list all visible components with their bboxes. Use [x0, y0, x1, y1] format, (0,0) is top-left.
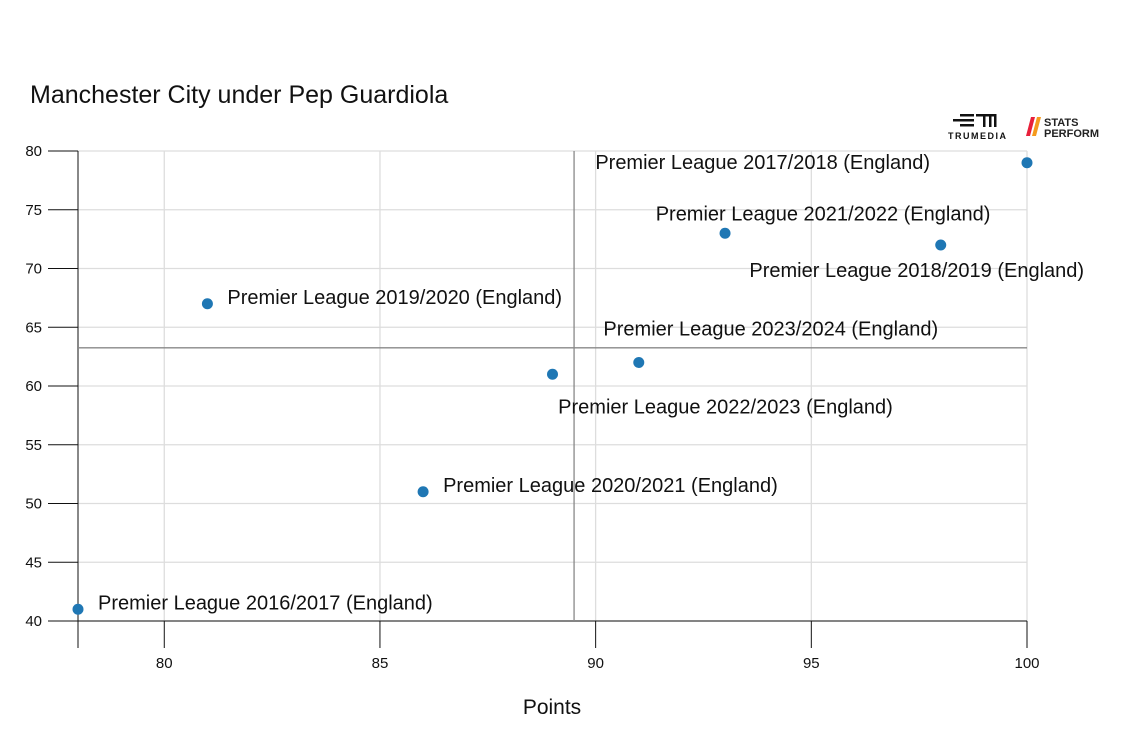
data-point-label: Premier League 2020/2021 (England) — [443, 475, 778, 497]
trumedia-logo: TRUMEDIA — [948, 114, 1008, 141]
axes: 80 85 90 95 100 40 45 50 55 60 65 70 75 80 — [25, 143, 1039, 672]
y-tick-label: 70 — [25, 261, 42, 278]
data-point — [201, 298, 213, 310]
data-points: Premier League 2016/2017 (England) Premie… — [72, 152, 1084, 615]
stats-perform-logo: STATS PERFORM — [1026, 117, 1099, 140]
y-tick-label: 75 — [25, 202, 42, 219]
data-point-label: Premier League 2018/2019 (England) — [749, 260, 1084, 282]
y-tick-label: 45 — [25, 554, 42, 571]
chart-title: Manchester City under Pep Guardiola — [30, 81, 448, 109]
data-point-label: Premier League 2021/2022 (England) — [656, 203, 991, 225]
y-tick-label: 80 — [25, 143, 42, 160]
data-point — [417, 486, 429, 498]
data-point — [935, 239, 947, 251]
data-point — [72, 603, 84, 615]
data-point — [633, 357, 645, 368]
data-point — [547, 368, 558, 380]
x-tick-label: 80 — [156, 655, 173, 672]
data-point — [719, 227, 731, 239]
y-tick-label: 55 — [25, 437, 42, 454]
data-point-label: Premier League 2016/2017 (England) — [98, 592, 433, 614]
x-tick-label: 90 — [587, 655, 604, 672]
stats-perform-logo-text-2: PERFORM — [1044, 128, 1099, 140]
y-tick-label: 65 — [25, 319, 42, 336]
x-tick-label: 95 — [803, 655, 820, 672]
y-tick-label: 40 — [25, 613, 42, 630]
trumedia-logo-text: TRUMEDIA — [948, 131, 1008, 141]
data-point-label: Premier League 2017/2018 (England) — [595, 152, 930, 174]
x-tick-label: 85 — [372, 655, 389, 672]
data-point-label: Premier League 2022/2023 (England) — [558, 396, 893, 418]
grid — [78, 150, 1028, 622]
reference-lines — [78, 151, 1027, 621]
data-point-label: Premier League 2023/2024 (England) — [603, 319, 938, 341]
stats-perform-logo-text: STATS — [1044, 117, 1078, 129]
data-point-label: Premier League 2019/2020 (England) — [227, 287, 562, 309]
x-tick-label: 100 — [1014, 655, 1039, 672]
x-axis-label: Points — [523, 696, 581, 719]
y-tick-label: 50 — [25, 496, 42, 513]
data-point — [1021, 157, 1033, 169]
y-tick-label: 60 — [25, 378, 42, 395]
